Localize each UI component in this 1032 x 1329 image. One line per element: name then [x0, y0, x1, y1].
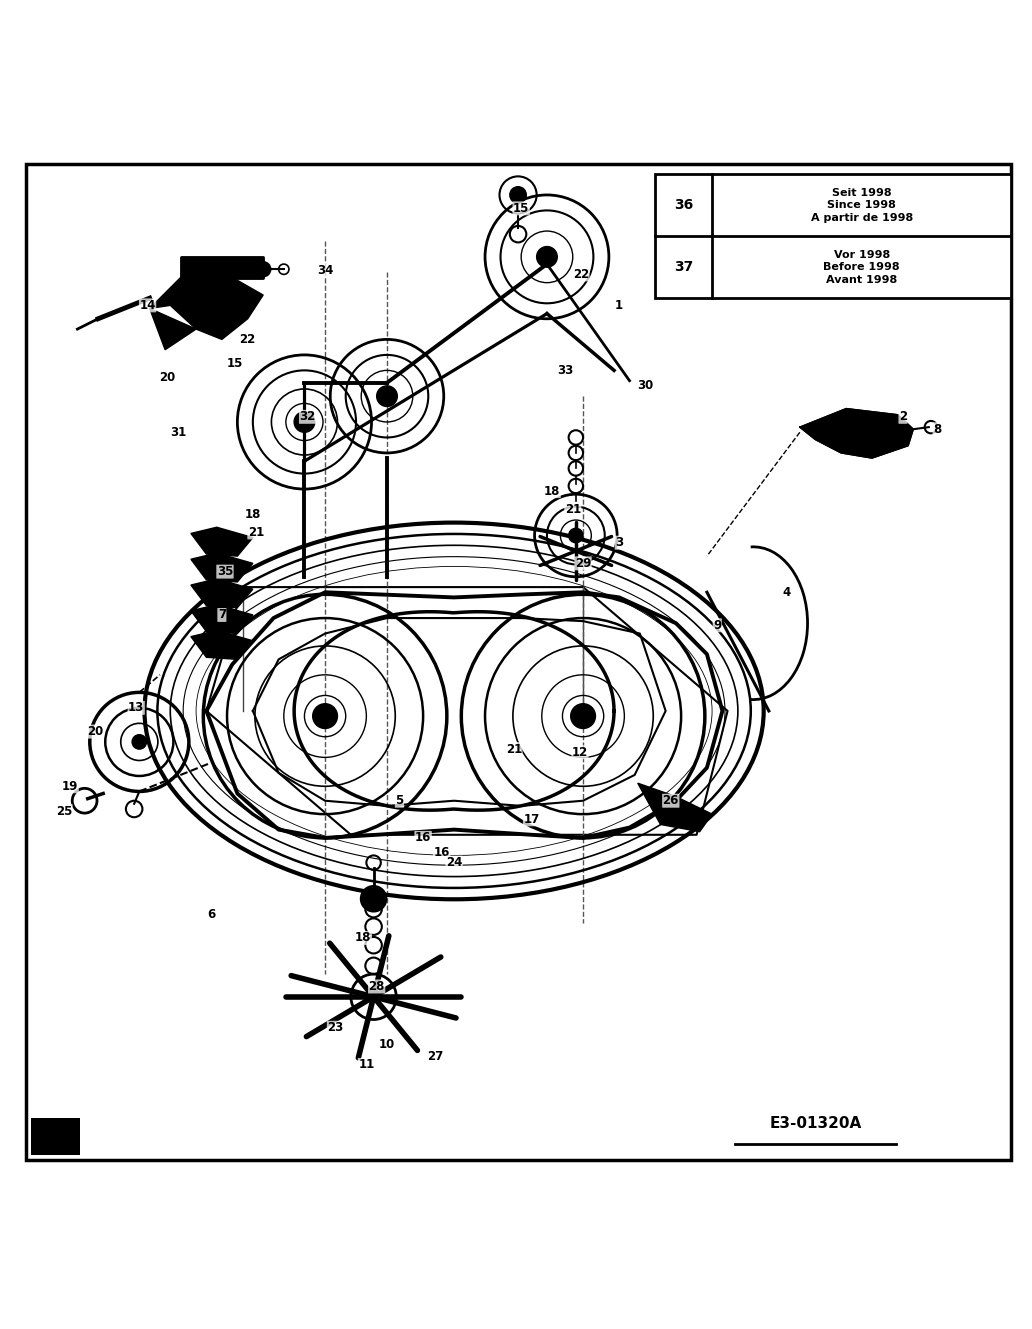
Circle shape: [313, 704, 337, 728]
Text: 11: 11: [358, 1058, 375, 1071]
Text: 24: 24: [446, 856, 462, 869]
Text: 5: 5: [395, 795, 404, 807]
Circle shape: [294, 412, 315, 432]
Bar: [31, 1118, 80, 1155]
Text: Seit 1998
Since 1998
A partir de 1998: Seit 1998 Since 1998 A partir de 1998: [810, 187, 913, 223]
Text: 14: 14: [139, 299, 156, 312]
Text: 18: 18: [544, 485, 560, 497]
Polygon shape: [181, 256, 263, 278]
Text: 2: 2: [899, 411, 907, 424]
Circle shape: [361, 886, 386, 912]
Text: 27: 27: [427, 1050, 444, 1063]
Text: 19: 19: [62, 780, 78, 793]
Text: 12: 12: [572, 746, 588, 759]
Text: 35: 35: [217, 565, 233, 578]
Text: 3: 3: [615, 536, 623, 549]
Circle shape: [537, 247, 557, 267]
Circle shape: [132, 735, 147, 750]
Circle shape: [510, 186, 526, 203]
Circle shape: [569, 528, 583, 542]
Bar: [655, 174, 1011, 298]
Text: 37: 37: [674, 260, 694, 274]
Polygon shape: [191, 605, 253, 634]
Text: E3-01320A: E3-01320A: [769, 1116, 862, 1131]
Text: 15: 15: [227, 356, 244, 369]
Text: 16: 16: [415, 832, 431, 844]
Text: 22: 22: [239, 334, 256, 346]
Text: 32: 32: [299, 411, 316, 424]
Polygon shape: [191, 528, 253, 556]
Polygon shape: [150, 308, 196, 350]
Circle shape: [377, 385, 397, 407]
Text: 30: 30: [637, 379, 653, 392]
Text: 20: 20: [87, 726, 103, 738]
Text: 34: 34: [317, 263, 333, 276]
Text: 28: 28: [368, 979, 385, 993]
Text: 18: 18: [355, 932, 372, 945]
Text: 22: 22: [573, 268, 589, 280]
Text: 8: 8: [933, 423, 941, 436]
Text: 29: 29: [575, 557, 591, 570]
Circle shape: [351, 974, 396, 1019]
Polygon shape: [150, 274, 263, 339]
Text: 15: 15: [513, 202, 529, 215]
Text: 16: 16: [433, 845, 450, 859]
Text: 21: 21: [248, 526, 264, 538]
Text: 31: 31: [170, 425, 187, 439]
Polygon shape: [191, 630, 253, 659]
Text: 9: 9: [713, 619, 721, 631]
Polygon shape: [800, 408, 913, 459]
Circle shape: [571, 704, 595, 728]
Circle shape: [256, 262, 270, 276]
Text: 21: 21: [565, 504, 581, 516]
Text: 33: 33: [557, 364, 574, 377]
Text: 6: 6: [207, 908, 216, 921]
Text: 36: 36: [674, 198, 694, 213]
Polygon shape: [638, 783, 712, 832]
Text: 18: 18: [245, 509, 261, 521]
Text: 1: 1: [615, 299, 623, 312]
Text: 10: 10: [379, 1038, 395, 1051]
Text: 13: 13: [128, 702, 144, 715]
Text: 20: 20: [159, 371, 175, 384]
Text: 4: 4: [782, 586, 791, 599]
Text: 17: 17: [523, 813, 540, 825]
Polygon shape: [191, 579, 253, 607]
Text: Vor 1998
Before 1998
Avant 1998: Vor 1998 Before 1998 Avant 1998: [824, 250, 900, 284]
Text: 7: 7: [218, 609, 226, 622]
Text: 25: 25: [56, 804, 72, 817]
Text: 23: 23: [327, 1021, 344, 1034]
Text: 21: 21: [506, 743, 522, 756]
Text: 26: 26: [663, 795, 679, 807]
Polygon shape: [191, 553, 253, 582]
